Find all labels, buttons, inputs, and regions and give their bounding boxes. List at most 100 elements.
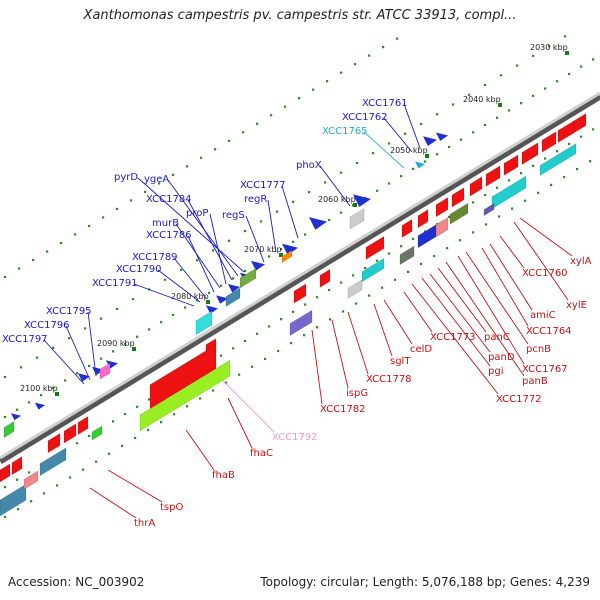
kbp-label: 2030 kbp: [530, 43, 568, 52]
kbp-tick: [425, 154, 429, 158]
gene-label[interactable]: panC: [484, 332, 510, 343]
gene-label[interactable]: pgi: [488, 366, 503, 377]
gene-label[interactable]: XCC1786: [146, 230, 192, 241]
guide-dot: [16, 408, 19, 411]
gene-label[interactable]: XCC1764: [526, 326, 572, 337]
gene-label[interactable]: XCC1765: [322, 126, 368, 137]
gene-label[interactable]: amiC: [530, 310, 556, 321]
gene-label[interactable]: regS: [222, 210, 245, 221]
guide-dot: [220, 354, 223, 357]
guide-dot: [376, 189, 379, 192]
gene-label[interactable]: panD: [488, 352, 515, 363]
reverse-gene: [557, 120, 575, 143]
forward-gene: [206, 305, 218, 314]
gene-label[interactable]: XCC1762: [342, 112, 388, 123]
forward-gene: [415, 161, 425, 169]
guide-dot: [568, 72, 571, 76]
gene-label[interactable]: tspO: [160, 502, 183, 513]
gene-label[interactable]: XCC1761: [362, 98, 408, 109]
gene-label[interactable]: XCC1782: [320, 404, 366, 415]
leader-line: [499, 235, 525, 269]
gene-label[interactable]: pcnB: [526, 344, 551, 355]
forward-gene: [436, 132, 448, 141]
guide-dot: [356, 161, 359, 165]
gene-label[interactable]: pyrD: [114, 172, 138, 183]
guide-dot: [172, 313, 175, 316]
gene-label[interactable]: fhaC: [250, 448, 273, 459]
gene-label[interactable]: thrA: [134, 518, 155, 529]
gene-label[interactable]: fhaB: [212, 470, 235, 481]
guide-dot: [88, 434, 91, 438]
guide-dot: [232, 277, 235, 280]
reverse-gene: [365, 235, 385, 260]
backbone-highlight: [0, 91, 600, 460]
guide-dot: [186, 165, 189, 168]
gene-label[interactable]: xylA: [570, 256, 592, 267]
gene-label[interactable]: XCC1773: [430, 332, 476, 343]
guide-dot: [30, 500, 33, 503]
kbp-tick: [498, 103, 502, 107]
guide-dot: [147, 428, 150, 432]
reverse-gene: [39, 447, 67, 477]
gene-label[interactable]: XCC1795: [46, 306, 92, 317]
forward-gene: [228, 284, 240, 293]
guide-dot: [556, 80, 559, 83]
gene-label[interactable]: panB: [522, 376, 548, 387]
gene-label[interactable]: XCC1777: [240, 180, 286, 191]
guide-dot: [84, 327, 87, 330]
reverse-gene: [541, 131, 557, 153]
gene-label[interactable]: sglT: [390, 356, 411, 367]
reverse-gene: [485, 165, 501, 187]
reverse-gene: [47, 433, 61, 454]
forward-gene: [239, 267, 257, 289]
gene-label[interactable]: proP: [186, 208, 208, 219]
guide-dot: [388, 252, 391, 255]
gene-label[interactable]: XCC1760: [522, 268, 568, 279]
gene-label[interactable]: XCC1792: [272, 432, 318, 443]
guide-dot: [532, 54, 535, 57]
gene-label[interactable]: XCC1796: [24, 320, 70, 331]
guide-dot: [292, 240, 295, 243]
gene-label[interactable]: XCC1772: [496, 394, 542, 405]
gene-label[interactable]: XCC1797: [2, 334, 48, 345]
map-title: Xanthomonas campestris pv. campestris st…: [83, 8, 517, 23]
gene-label[interactable]: XCC1767: [522, 364, 568, 375]
guide-dot: [436, 113, 439, 116]
guide-dot: [160, 321, 163, 324]
guide-dot: [446, 247, 449, 250]
gene-labels[interactable]: XCC1761 XCC1762 XCC1765 phoX XCC1777 regR regS…: [2, 98, 592, 529]
gene-label[interactable]: XCC1778: [366, 374, 412, 385]
guide-dot: [292, 310, 295, 313]
guide-dot: [88, 224, 91, 228]
gene-label[interactable]: celD: [410, 344, 432, 355]
guide-dot: [164, 278, 167, 281]
guide-dot: [214, 148, 217, 151]
gene-label[interactable]: XCC1784: [146, 194, 192, 205]
guide-dot: [308, 191, 311, 194]
leader-line: [383, 299, 413, 345]
guide-dot: [208, 291, 211, 295]
guide-dot: [32, 258, 35, 262]
gene-label[interactable]: xylE: [566, 300, 587, 311]
guide-dot: [16, 478, 19, 481]
forward-gene: [35, 402, 45, 410]
gene-label[interactable]: ygeA: [144, 174, 169, 185]
gene-label[interactable]: phoX: [296, 160, 322, 171]
guide-dot: [121, 444, 124, 447]
gene-features: [0, 113, 587, 517]
gene-label[interactable]: XCC1791: [92, 278, 138, 289]
leader-line: [421, 277, 491, 367]
gene-label[interactable]: regR: [244, 194, 267, 205]
gene-label[interactable]: ispG: [346, 388, 368, 399]
guide-dot: [220, 284, 223, 287]
guide-dot: [116, 307, 119, 311]
reverse-gene: [347, 279, 363, 299]
gene-label[interactable]: murB: [152, 218, 179, 229]
guide-dot: [328, 218, 331, 222]
guide-dot: [270, 114, 273, 117]
reverse-gene: [417, 209, 429, 229]
guide-dot: [144, 190, 147, 193]
gene-label[interactable]: XCC1790: [116, 264, 162, 275]
gene-label[interactable]: XCC1789: [132, 252, 178, 263]
